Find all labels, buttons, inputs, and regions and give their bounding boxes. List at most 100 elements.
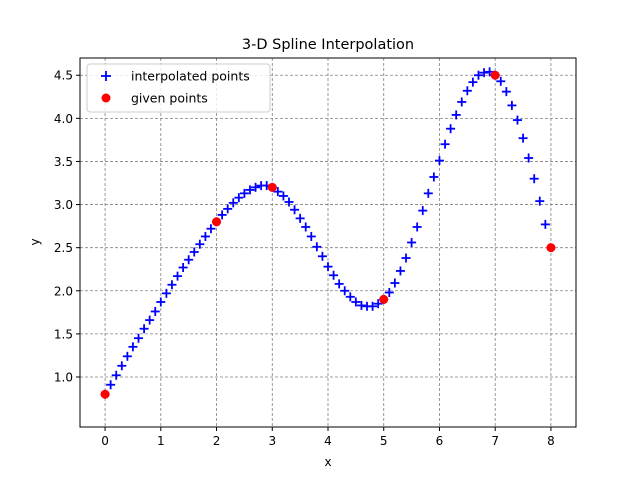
interpolated-point <box>139 324 149 334</box>
interpolated-point <box>173 271 183 281</box>
interpolated-point <box>440 139 450 149</box>
legend-box <box>86 63 271 113</box>
interpolated-point <box>334 279 344 289</box>
interpolated-point <box>306 231 316 241</box>
given-points-series <box>100 70 556 399</box>
legend: interpolated points given points <box>86 63 271 113</box>
interpolated-point <box>234 193 244 203</box>
interpolated-point <box>412 222 422 232</box>
y-axis-label: y <box>28 238 42 245</box>
interpolated-point <box>145 315 155 325</box>
interpolated-point <box>535 196 545 206</box>
y-axis-ticks: 1.0 1.5 2.0 2.5 3.0 3.5 4.0 4.5 <box>54 69 80 384</box>
interpolated-point <box>473 70 483 80</box>
chart-title: 3-D Spline Interpolation <box>242 37 414 53</box>
interpolated-point <box>106 380 116 390</box>
interpolated-point <box>507 100 517 110</box>
interpolated-point <box>206 224 216 234</box>
interpolated-point <box>217 210 227 220</box>
interpolated-point <box>312 242 322 252</box>
legend-marker-given <box>101 93 111 103</box>
interpolated-point <box>278 191 288 201</box>
interpolated-point <box>195 239 205 249</box>
given-point <box>100 389 110 399</box>
interpolated-point <box>395 266 405 276</box>
interpolated-point <box>150 306 160 316</box>
interpolated-point <box>323 262 333 272</box>
interpolated-point <box>451 110 461 120</box>
interpolated-point <box>290 205 300 215</box>
interpolated-point <box>401 253 411 263</box>
interpolated-point <box>351 297 361 307</box>
legend-label-interpolated: interpolated points <box>131 69 250 84</box>
interpolated-point <box>239 188 249 198</box>
y-tick-label: 1.0 <box>54 370 73 384</box>
interpolated-point <box>407 238 417 247</box>
x-tick-label: 7 <box>491 434 499 448</box>
interpolated-point <box>317 251 327 261</box>
x-tick-label: 1 <box>157 434 165 448</box>
interpolated-point <box>189 247 199 257</box>
interpolated-point <box>457 97 467 107</box>
interpolated-point <box>284 197 294 207</box>
interpolated-point <box>373 299 383 309</box>
interpolated-point <box>128 342 138 352</box>
x-axis-label: x <box>324 455 331 469</box>
interpolated-point <box>529 174 539 184</box>
x-tick-label: 3 <box>268 434 276 448</box>
interpolated-point <box>184 255 194 265</box>
x-axis-ticks: 0 1 2 3 4 5 6 7 8 <box>101 427 555 448</box>
grid <box>80 58 576 427</box>
interpolated-point <box>468 77 478 87</box>
interpolated-point <box>446 124 456 134</box>
legend-marker-interpolated <box>101 71 111 81</box>
interpolated-point <box>390 278 400 288</box>
interpolated-point <box>501 87 511 97</box>
interpolated-point <box>423 188 433 198</box>
x-tick-label: 6 <box>436 434 444 448</box>
y-tick-label: 4.0 <box>54 112 73 126</box>
interpolated-point <box>524 153 534 163</box>
interpolated-point <box>384 288 394 298</box>
interpolated-point <box>273 187 283 197</box>
interpolated-point <box>434 156 444 166</box>
interpolated-point <box>161 288 171 298</box>
interpolated-point <box>496 76 506 86</box>
interpolated-point <box>418 206 428 216</box>
given-point <box>212 217 222 227</box>
y-tick-label: 2.5 <box>54 241 73 255</box>
y-tick-label: 1.5 <box>54 327 73 341</box>
interpolated-point <box>295 213 305 223</box>
interpolated-point <box>156 297 166 307</box>
legend-label-given: given points <box>131 91 208 106</box>
given-point <box>267 182 277 192</box>
interpolated-point <box>329 270 339 280</box>
x-tick-label: 8 <box>547 434 555 448</box>
x-tick-label: 4 <box>324 434 332 448</box>
interpolated-point <box>167 280 177 290</box>
interpolated-point <box>462 86 472 96</box>
y-tick-label: 3.5 <box>54 155 73 169</box>
interpolated-point <box>228 198 238 208</box>
interpolated-point <box>251 182 261 192</box>
interpolated-point <box>122 351 132 361</box>
x-tick-label: 0 <box>101 434 109 448</box>
interpolated-point <box>345 292 355 302</box>
interpolated-point <box>540 219 550 229</box>
interpolated-points-series <box>100 67 550 399</box>
interpolated-point <box>301 222 311 232</box>
interpolated-point <box>200 231 210 241</box>
given-point <box>490 70 500 80</box>
given-point <box>379 294 389 304</box>
interpolated-point <box>429 172 439 182</box>
y-tick-label: 3.0 <box>54 198 73 212</box>
interpolated-point <box>518 133 528 143</box>
given-point <box>546 243 556 253</box>
y-tick-label: 4.5 <box>54 69 73 83</box>
interpolated-point <box>512 115 522 125</box>
interpolated-point <box>368 301 378 311</box>
interpolated-point <box>245 185 255 195</box>
plot-frame <box>79 57 577 428</box>
interpolated-point <box>340 286 350 296</box>
